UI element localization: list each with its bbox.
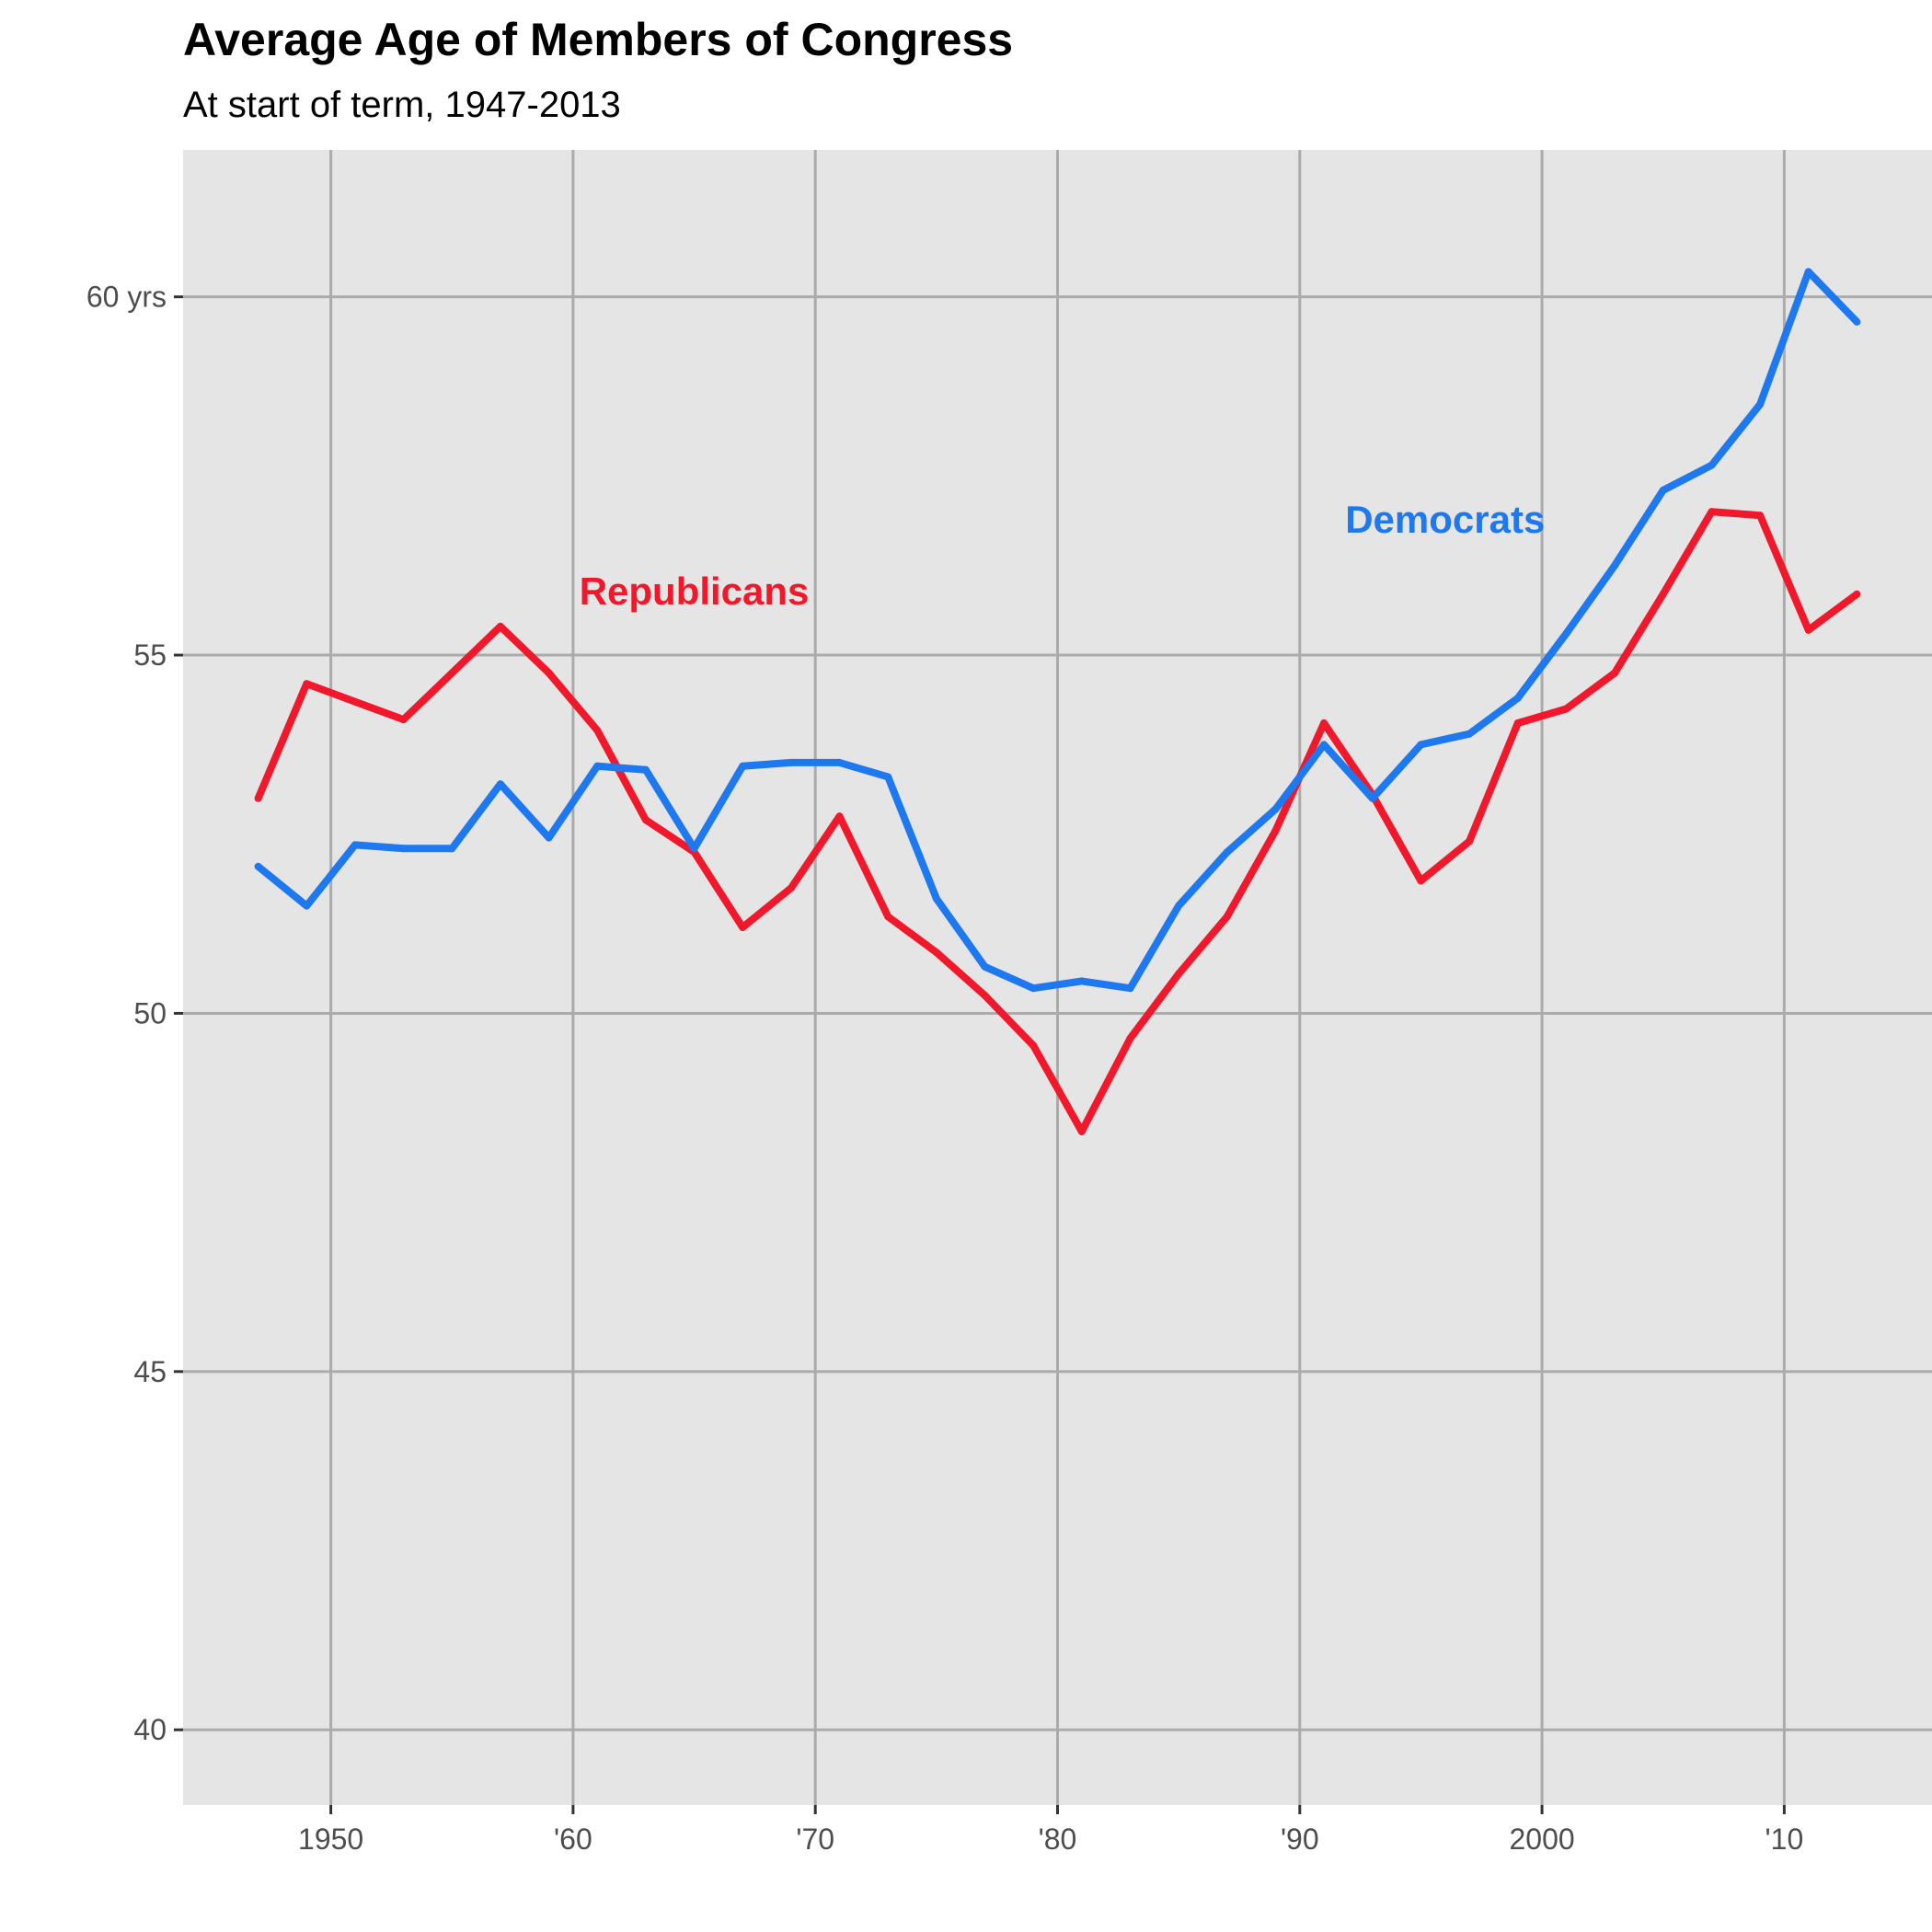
data-point-democrats: [641, 765, 650, 774]
data-point-republicans: [1708, 508, 1716, 516]
data-point-democrats: [1708, 461, 1716, 469]
y-tick-label: 60 yrs: [86, 281, 167, 314]
x-tick-label: '90: [1281, 1823, 1319, 1856]
data-point-democrats: [448, 845, 456, 853]
data-point-republicans: [1271, 826, 1280, 834]
axis-ticks: [174, 295, 1786, 1814]
series-annotations: Republicans Democrats: [580, 498, 1546, 613]
data-point-republicans: [545, 669, 553, 677]
data-point-republicans: [351, 697, 359, 706]
data-point-democrats: [351, 841, 359, 849]
y-axis-tick-labels: 40 45 50 55 60 yrs: [86, 281, 167, 1747]
data-point-democrats: [593, 762, 602, 770]
y-tick-label: 55: [133, 638, 167, 672]
grid-lines: [183, 150, 1932, 1805]
data-point-democrats: [1853, 317, 1861, 326]
data-point-republicans: [1029, 1041, 1038, 1050]
series-label-democrats: Democrats: [1345, 498, 1545, 541]
data-point-democrats: [835, 758, 844, 766]
data-point-democrats: [1077, 977, 1086, 985]
data-point-democrats: [496, 780, 504, 788]
chart-title: Average Age of Members of Congress: [183, 14, 1014, 65]
chart-subtitle: At start of term, 1947-2013: [183, 85, 621, 125]
data-point-republicans: [787, 884, 795, 892]
data-point-republicans: [254, 794, 262, 802]
data-point-democrats: [1611, 561, 1619, 569]
data-point-republicans: [303, 680, 311, 688]
data-point-republicans: [1417, 877, 1425, 885]
data-point-democrats: [884, 773, 892, 781]
x-tick-label: '70: [796, 1823, 834, 1856]
data-point-democrats: [1320, 741, 1328, 749]
x-tick-label: 1950: [298, 1823, 363, 1856]
data-point-democrats: [1417, 741, 1425, 749]
data-point-republicans: [641, 816, 650, 824]
data-point-democrats: [932, 894, 940, 903]
data-point-republicans: [1466, 837, 1474, 845]
data-point-democrats: [1368, 794, 1376, 802]
data-point-democrats: [1175, 902, 1183, 910]
data-point-republicans: [1611, 669, 1619, 677]
data-point-republicans: [1223, 913, 1231, 921]
data-point-democrats: [254, 862, 262, 870]
data-point-republicans: [835, 812, 844, 821]
data-point-republicans: [1756, 512, 1765, 520]
data-point-republicans: [1077, 1127, 1086, 1135]
data-point-republicans: [932, 949, 940, 957]
data-point-democrats: [1223, 848, 1231, 857]
data-point-republicans: [399, 716, 408, 724]
data-point-republicans: [1175, 970, 1183, 978]
y-tick-label: 50: [133, 996, 167, 1029]
data-point-republicans: [496, 622, 504, 630]
data-point-democrats: [1271, 805, 1280, 813]
data-point-republicans: [1853, 590, 1861, 598]
x-tick-label: 2000: [1509, 1823, 1574, 1856]
data-point-republicans: [884, 913, 892, 921]
data-point-democrats: [545, 834, 553, 842]
data-point-democrats: [1466, 730, 1474, 738]
data-point-democrats: [690, 845, 698, 853]
series-lines: [254, 268, 1861, 1135]
data-point-democrats: [1804, 268, 1812, 276]
series-label-republicans: Republicans: [580, 569, 810, 613]
data-point-democrats: [1562, 629, 1570, 638]
data-point-democrats: [1126, 984, 1134, 993]
data-point-republicans: [1513, 719, 1522, 727]
x-axis-tick-labels: 1950 '60 '70 '80 '90 2000 '10: [298, 1823, 1803, 1856]
data-point-republicans: [739, 924, 747, 931]
data-point-republicans: [593, 726, 602, 734]
data-point-republicans: [981, 992, 989, 999]
series-line-democrats: [256, 268, 1860, 993]
data-point-democrats: [303, 902, 311, 910]
data-point-republicans: [1320, 719, 1328, 727]
y-tick-label: 45: [133, 1355, 167, 1388]
data-point-democrats: [1513, 694, 1522, 702]
data-point-republicans: [1804, 626, 1812, 634]
x-tick-label: '80: [1039, 1823, 1077, 1856]
data-point-democrats: [1756, 400, 1765, 408]
x-tick-label: '60: [554, 1823, 592, 1856]
series-line-republicans: [254, 508, 1859, 1135]
y-tick-label: 40: [133, 1713, 167, 1746]
data-point-republicans: [1659, 590, 1667, 598]
data-point-democrats: [399, 845, 408, 853]
data-point-democrats: [981, 962, 989, 971]
data-point-democrats: [739, 762, 747, 770]
data-point-republicans: [448, 669, 456, 677]
data-point-democrats: [1659, 486, 1667, 494]
data-point-republicans: [1126, 1034, 1134, 1042]
data-point-democrats: [787, 758, 795, 766]
data-point-democrats: [1029, 984, 1038, 993]
data-point-republicans: [1562, 705, 1570, 713]
x-tick-label: '10: [1765, 1823, 1804, 1856]
